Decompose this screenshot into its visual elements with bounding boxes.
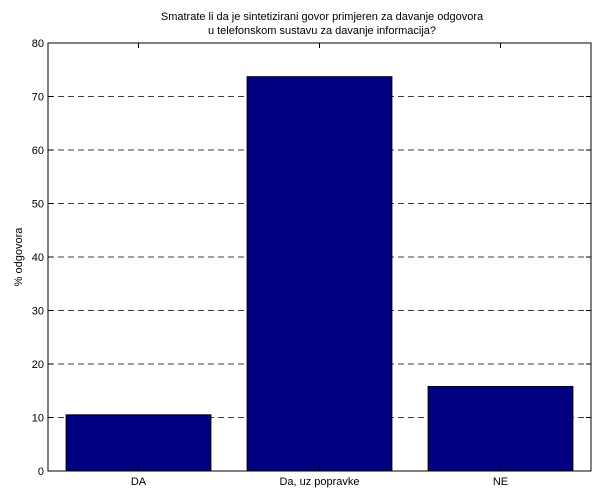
y-tick-label-4: 40 [32,252,44,264]
y-tick-label-1: 10 [32,413,44,425]
y-tick-label-6: 60 [32,145,44,157]
bar-1 [246,76,393,472]
chart-title-line-2: u telefonskom sustavu za davanje informa… [208,25,436,37]
x-tick-label-2: NE [493,476,508,488]
y-tick-label-3: 30 [32,306,44,318]
y-tick-label-7: 70 [32,92,44,104]
y-tick-label-5: 50 [32,199,44,211]
y-axis-label: % odgovora [13,227,25,287]
plot-area: 0 10 20 30 40 50 60 70 80 DA Da, uz popravke NE [32,38,592,488]
y-tick-label-8: 80 [32,38,44,50]
y-tick-label-2: 20 [32,359,44,371]
chart-title-line-1: Smatrate li da je sintetizirani govor pr… [161,11,484,23]
x-tick-label-1: Da, uz popravke [279,476,359,488]
bar-2 [427,385,574,472]
y-tick-label-0: 0 [38,466,44,478]
bar-0 [65,414,212,472]
x-tick-label-0: DA [131,476,147,488]
